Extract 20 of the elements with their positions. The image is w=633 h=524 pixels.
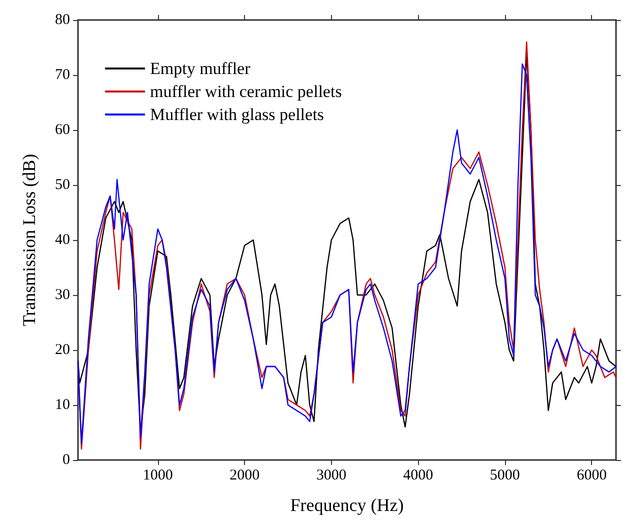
y-axis-title: Transmission Loss (dB) [19, 154, 39, 326]
x-tick-label: 6000 [576, 468, 607, 484]
y-tick-label: 0 [62, 452, 70, 468]
x-tick-label: 2000 [230, 468, 260, 484]
y-tick-label: 80 [55, 12, 70, 28]
y-tick-label: 60 [55, 122, 70, 138]
legend-label: Muffler with glass pellets [150, 105, 324, 124]
y-tick-label: 70 [55, 67, 70, 83]
y-tick-label: 30 [55, 287, 70, 303]
x-tick-label: 1000 [142, 468, 173, 484]
y-tick-label: 10 [55, 397, 70, 413]
x-tick-label: 5000 [490, 468, 520, 484]
legend-label: muffler with ceramic pellets [150, 82, 342, 101]
y-tick-label: 40 [55, 232, 70, 248]
x-tick-label: 3000 [316, 468, 346, 484]
x-axis-title: Frequency (Hz) [290, 495, 404, 515]
x-tick-label: 4000 [403, 468, 434, 484]
y-tick-label: 50 [55, 177, 70, 193]
y-tick-label: 20 [55, 342, 70, 358]
legend-label: Empty muffler [150, 59, 251, 78]
